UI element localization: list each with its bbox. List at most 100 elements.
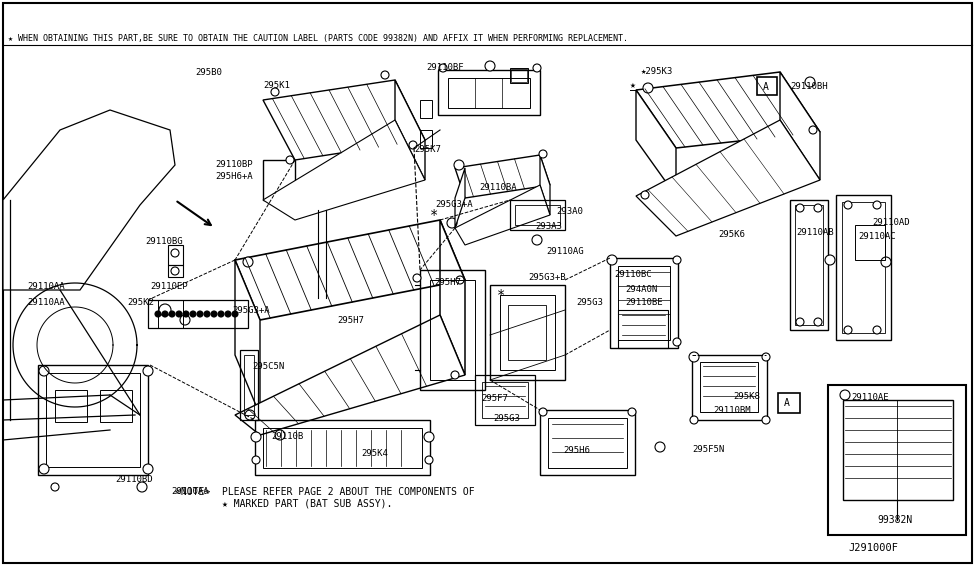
Circle shape <box>218 311 224 317</box>
Text: 295C5N: 295C5N <box>252 362 285 371</box>
Bar <box>795 205 823 325</box>
Circle shape <box>762 416 770 424</box>
Bar <box>448 78 530 108</box>
Text: 295G3: 295G3 <box>576 298 603 307</box>
Circle shape <box>628 408 636 416</box>
Circle shape <box>275 430 285 440</box>
Circle shape <box>424 432 434 442</box>
Circle shape <box>180 315 190 325</box>
Circle shape <box>840 390 850 400</box>
Circle shape <box>809 126 817 134</box>
Circle shape <box>183 311 189 317</box>
Text: 294A0N: 294A0N <box>625 285 657 294</box>
Text: ★: ★ <box>630 80 636 90</box>
Circle shape <box>485 61 495 71</box>
Circle shape <box>243 257 253 267</box>
Bar <box>100 390 132 422</box>
Text: 29110AE: 29110AE <box>851 393 888 402</box>
Polygon shape <box>235 315 465 435</box>
Polygon shape <box>780 72 820 180</box>
Bar <box>475 375 535 425</box>
Circle shape <box>607 255 617 265</box>
Text: 29110BA: 29110BA <box>479 183 517 192</box>
Text: 29110EP: 29110EP <box>150 282 187 291</box>
Text: 295K1: 295K1 <box>263 81 290 90</box>
Text: 29110BE: 29110BE <box>625 298 663 307</box>
Circle shape <box>539 408 547 416</box>
Text: ★ WHEN OBTAINING THIS PART,BE SURE TO OBTAIN THE CAUTION LABEL (PARTS CODE 99382: ★ WHEN OBTAINING THIS PART,BE SURE TO OB… <box>8 35 628 44</box>
Circle shape <box>39 366 49 376</box>
Bar <box>618 266 670 340</box>
Circle shape <box>39 464 49 474</box>
Circle shape <box>176 311 182 317</box>
Bar <box>420 270 485 390</box>
Circle shape <box>643 83 653 93</box>
Bar <box>836 195 891 340</box>
Circle shape <box>171 249 179 257</box>
Bar <box>420 130 432 148</box>
Text: 295G3+A: 295G3+A <box>435 200 473 209</box>
Bar <box>148 300 248 328</box>
Circle shape <box>169 311 175 317</box>
Circle shape <box>271 88 279 96</box>
Text: 295H6: 295H6 <box>563 446 590 455</box>
Bar <box>482 382 528 418</box>
Circle shape <box>232 311 238 317</box>
Circle shape <box>844 326 852 334</box>
Bar <box>255 420 430 475</box>
Circle shape <box>873 326 881 334</box>
Text: <NOTE>  PLEASE REFER PAGE 2 ABOUT THE COMPONENTS OF
        ★ MARKED PART (BAT S: <NOTE> PLEASE REFER PAGE 2 ABOUT THE COM… <box>175 487 475 509</box>
Text: 295F5N: 295F5N <box>692 445 724 454</box>
Text: 295K8: 295K8 <box>733 392 760 401</box>
Circle shape <box>143 464 153 474</box>
Text: 293A0: 293A0 <box>556 207 583 216</box>
Polygon shape <box>3 110 175 290</box>
Bar <box>548 418 627 468</box>
Polygon shape <box>263 120 425 220</box>
Bar <box>168 265 183 277</box>
Bar <box>540 410 635 475</box>
Circle shape <box>673 256 681 264</box>
Text: 29110AG: 29110AG <box>546 247 584 256</box>
Bar <box>158 300 183 328</box>
Text: 29110BG: 29110BG <box>145 237 182 246</box>
Text: 29110AD: 29110AD <box>872 218 910 227</box>
Polygon shape <box>636 90 676 196</box>
Circle shape <box>454 160 464 170</box>
Bar <box>757 77 777 95</box>
Bar <box>515 205 560 225</box>
Circle shape <box>251 432 261 442</box>
Text: 29110AC: 29110AC <box>858 232 896 241</box>
Text: 295K4: 295K4 <box>361 449 388 458</box>
Circle shape <box>245 410 255 420</box>
Circle shape <box>171 267 179 275</box>
Text: *: * <box>497 288 505 302</box>
Circle shape <box>162 311 168 317</box>
Circle shape <box>532 235 542 245</box>
Circle shape <box>539 150 547 158</box>
Text: A: A <box>763 82 769 92</box>
Bar <box>842 202 885 333</box>
Text: 295F7: 295F7 <box>481 394 508 403</box>
Circle shape <box>796 204 804 212</box>
Circle shape <box>413 274 421 282</box>
Bar <box>420 100 432 118</box>
Bar <box>511 69 527 82</box>
Bar <box>46 373 140 467</box>
Circle shape <box>762 353 770 361</box>
Bar <box>168 245 183 265</box>
Polygon shape <box>440 220 465 375</box>
Bar <box>244 355 254 415</box>
Bar <box>240 350 258 420</box>
Circle shape <box>225 311 231 317</box>
Polygon shape <box>235 260 260 415</box>
Text: 99382N: 99382N <box>877 515 913 525</box>
Text: 295B0: 295B0 <box>195 68 222 77</box>
Circle shape <box>673 338 681 346</box>
Text: 29110AB: 29110AB <box>796 228 834 237</box>
Bar <box>610 258 678 348</box>
Circle shape <box>143 366 153 376</box>
Circle shape <box>456 276 464 284</box>
Text: 295K2: 295K2 <box>127 298 154 307</box>
Text: J291000F: J291000F <box>848 543 898 553</box>
